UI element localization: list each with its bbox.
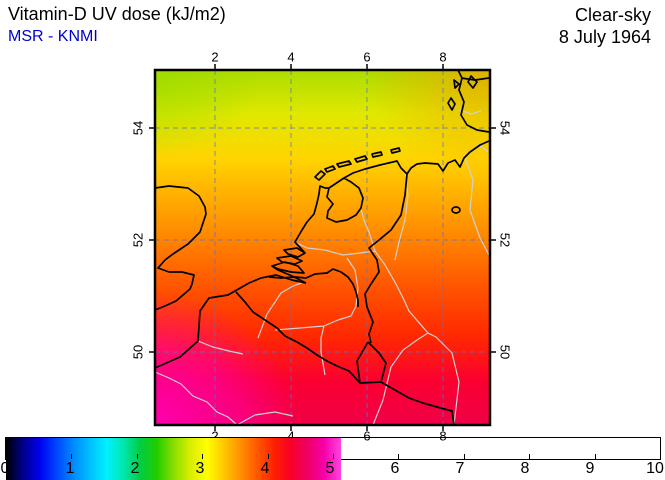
lon-tick-bottom: 6: [363, 428, 371, 444]
lon-tick-top: 2: [211, 49, 219, 65]
lon-tick-top: 4: [287, 49, 295, 65]
colorbar-label: 5: [325, 460, 335, 477]
lat-tick-left: 50: [130, 344, 146, 360]
country-borders: [235, 77, 490, 426]
source-label: MSR - KNMI: [8, 28, 98, 45]
map-frame-border: [153, 68, 492, 427]
colorbar-tick: [463, 454, 465, 459]
colorbar-label: 7: [455, 460, 465, 477]
colorbar-labels: 0 1 2 3 4 5 6 7 8 9 10: [1, 460, 664, 478]
colorbar-label: 1: [65, 460, 75, 477]
colorbar-label: 4: [260, 460, 270, 477]
uv-dose-field: [155, 70, 490, 425]
colorbar-label: 0: [0, 460, 10, 477]
lon-tick-bottom: 4: [287, 428, 295, 444]
lat-tick-left: 54: [130, 120, 146, 136]
condition-label: Clear-sky: [574, 5, 651, 25]
colorbar-tick: [333, 454, 334, 459]
colorbar-gradient: [6, 438, 341, 480]
lon-tick-bottom: 2: [211, 428, 219, 444]
lat-tick-right: 50: [497, 344, 513, 360]
lon-tick-bottom: 8: [439, 428, 447, 444]
colorbar-tick: [267, 454, 269, 459]
colorbar-label: 6: [390, 460, 400, 477]
map: 2 4 6 8 2 4 6 8 54 52 50 54 52 50: [131, 50, 513, 444]
colorbar-tick: [202, 454, 204, 459]
lat-tick-right: 52: [497, 232, 513, 248]
header-right: Clear-sky 8 July 1964: [559, 4, 651, 48]
map-overlay: [149, 64, 496, 431]
date-label: 8 July 1964: [558, 27, 651, 47]
colorbar: [5, 437, 661, 480]
page-title: Vitamin-D UV dose (kJ/m2): [8, 4, 226, 24]
colorbar-tick: [71, 454, 73, 459]
colorbar-label: 10: [646, 460, 664, 477]
colorbar-label: 3: [195, 460, 205, 477]
rivers: [154, 109, 490, 426]
colorbar-tick: [529, 454, 531, 459]
colorbar-label: 8: [520, 460, 530, 477]
colorbar-tick: [398, 454, 400, 459]
colorbar-tick: [594, 454, 596, 459]
lat-tick-left: 52: [130, 232, 146, 248]
lat-tick-right: 54: [497, 120, 513, 136]
colorbar-label: 2: [130, 460, 140, 477]
lon-tick-top: 8: [439, 49, 447, 65]
axis-ticks: [149, 64, 496, 431]
coastline: [154, 69, 490, 369]
colorbar-label: 9: [585, 460, 595, 477]
colorbar-tick: [136, 454, 138, 459]
lon-tick-top: 6: [363, 49, 371, 65]
graticule-gridlines: [155, 70, 490, 425]
